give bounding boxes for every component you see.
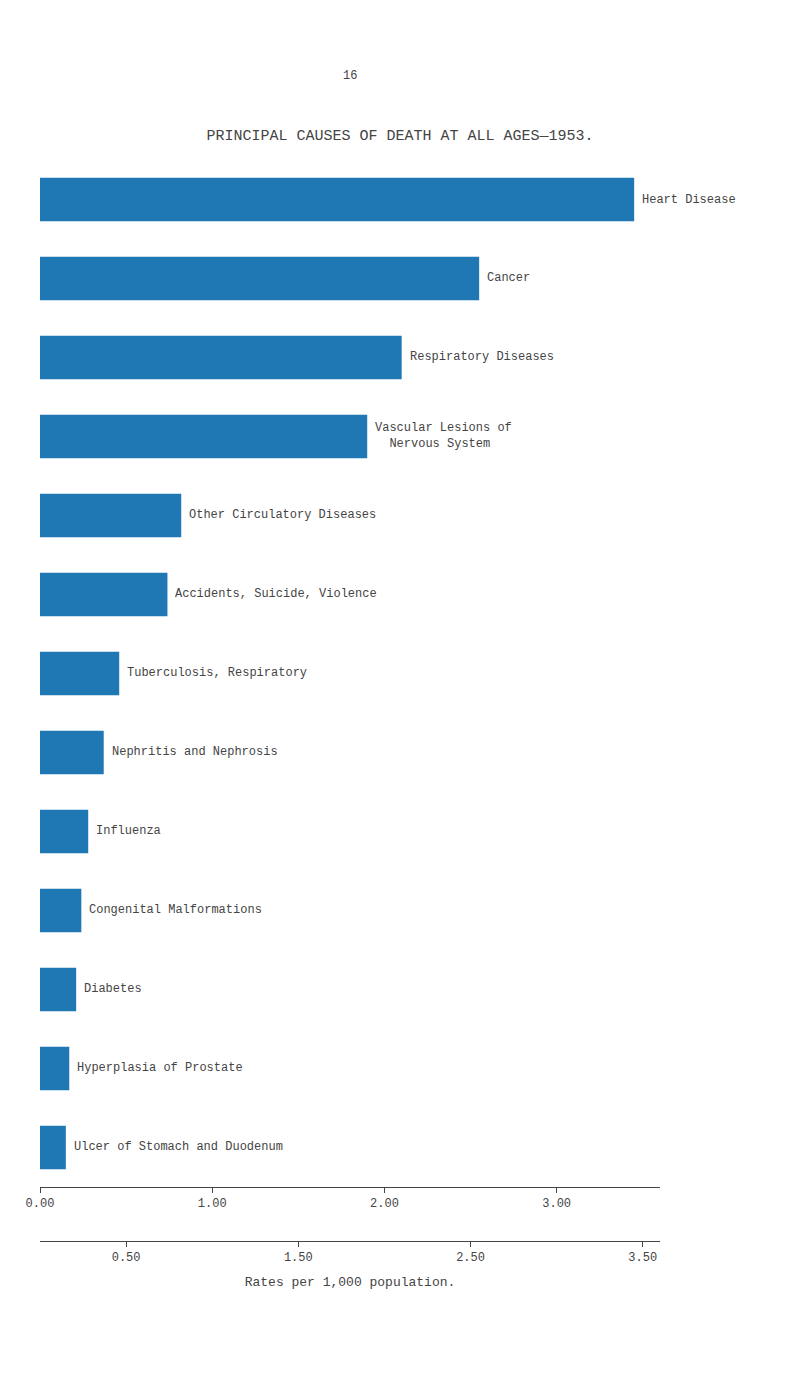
svg-text:Influenza: Influenza xyxy=(96,824,161,838)
svg-text:Other Circulatory Diseases: Other Circulatory Diseases xyxy=(189,508,376,522)
svg-text:PRINCIPAL CAUSES OF DEATH AT A: PRINCIPAL CAUSES OF DEATH AT ALL AGES—19… xyxy=(206,128,593,145)
svg-text:1.00: 1.00 xyxy=(198,1197,227,1211)
svg-text:Accidents, Suicide, Violence: Accidents, Suicide, Violence xyxy=(175,587,377,601)
svg-text:16: 16 xyxy=(343,69,357,83)
svg-text:Congenital Malformations: Congenital Malformations xyxy=(89,903,262,917)
svg-text:Heart Disease: Heart Disease xyxy=(642,193,736,207)
svg-text:Vascular Lesions of Nervous S: Vascular Lesions of Nervous System xyxy=(375,421,512,451)
svg-text:3.00: 3.00 xyxy=(542,1197,571,1211)
svg-text:Cancer: Cancer xyxy=(487,271,530,285)
svg-text:0.50: 0.50 xyxy=(112,1251,141,1265)
svg-text:2.00: 2.00 xyxy=(370,1197,399,1211)
svg-text:0.00: 0.00 xyxy=(26,1197,55,1211)
svg-text:Respiratory Diseases: Respiratory Diseases xyxy=(410,350,554,364)
svg-text:Nephritis and Nephrosis: Nephritis and Nephrosis xyxy=(112,745,278,759)
svg-text:Hyperplasia of Prostate: Hyperplasia of Prostate xyxy=(77,1061,243,1075)
svg-text:Ulcer of Stomach and Duodenum: Ulcer of Stomach and Duodenum xyxy=(74,1140,283,1154)
svg-text:1.50: 1.50 xyxy=(284,1251,313,1265)
svg-text:Diabetes: Diabetes xyxy=(84,982,142,996)
svg-text:3.50: 3.50 xyxy=(628,1251,657,1265)
svg-text:Tuberculosis, Respiratory: Tuberculosis, Respiratory xyxy=(127,666,307,680)
svg-text:Rates per 1,000 population.: Rates per 1,000 population. xyxy=(245,1275,456,1290)
svg-text:2.50: 2.50 xyxy=(456,1251,485,1265)
